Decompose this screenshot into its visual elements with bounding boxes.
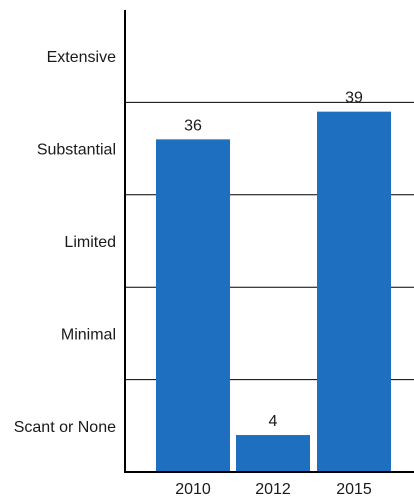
x-tick-labels: 2010 2012 2015	[175, 481, 372, 496]
y-level-label: Scant or None	[14, 419, 116, 436]
data-label: 39	[345, 90, 363, 107]
bar-2015	[317, 111, 391, 472]
bar-2012	[236, 435, 310, 472]
bar-2010	[156, 139, 230, 473]
bars	[156, 111, 391, 473]
y-level-label: Extensive	[47, 49, 116, 66]
y-level-label: Substantial	[37, 142, 116, 159]
y-level-label: Limited	[64, 234, 116, 251]
y-level-label: Minimal	[61, 326, 116, 343]
data-labels: 36 4 39	[184, 90, 363, 430]
axes	[124, 10, 414, 473]
x-tick-label: 2010	[175, 481, 211, 496]
y-level-labels: Scant or None Minimal Limited Substantial Ex…	[14, 49, 116, 436]
x-tick-label: 2012	[255, 481, 291, 496]
data-label: 4	[269, 413, 278, 430]
x-tick-label: 2015	[336, 481, 372, 496]
data-label: 36	[184, 117, 202, 134]
